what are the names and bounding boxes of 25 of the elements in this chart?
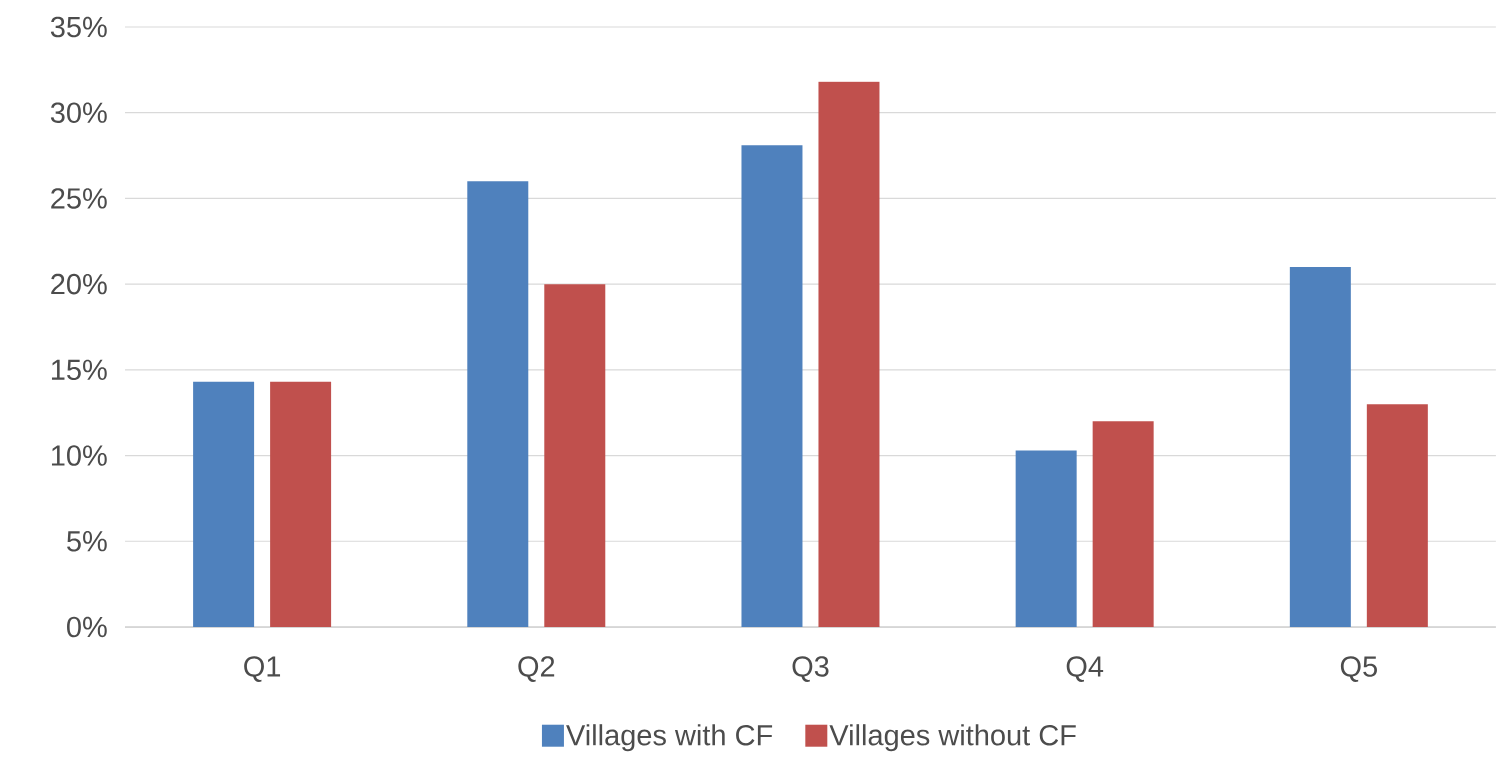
bar	[741, 145, 803, 627]
y-tick-label: 35%	[50, 16, 107, 38]
bar	[1092, 421, 1154, 627]
x-tick-label: Q5	[1340, 656, 1377, 682]
y-tick-label: 30%	[50, 102, 107, 123]
legend-label: Villages without CF	[829, 724, 1076, 752]
y-tick-label: 15%	[51, 359, 107, 381]
y-tick-label: 5%	[67, 531, 107, 552]
y-tick-label: 25%	[51, 188, 107, 209]
legend-label: Villages with CF	[566, 724, 773, 752]
bar	[270, 381, 332, 627]
bar	[1289, 266, 1351, 627]
x-tick-label: Q2	[518, 656, 555, 682]
y-tick-label: 10%	[51, 445, 107, 466]
bar	[1366, 404, 1428, 627]
bar	[544, 284, 606, 627]
bar	[1015, 450, 1077, 627]
y-tick-label: 20%	[51, 273, 107, 295]
x-tick-label: Q1	[244, 656, 281, 682]
x-tick-label: Q4	[1066, 656, 1104, 682]
bar	[193, 381, 255, 627]
x-tick-label: Q3	[792, 656, 829, 682]
bar	[467, 181, 529, 627]
bar	[818, 81, 880, 627]
y-tick-label: 0%	[67, 616, 107, 638]
